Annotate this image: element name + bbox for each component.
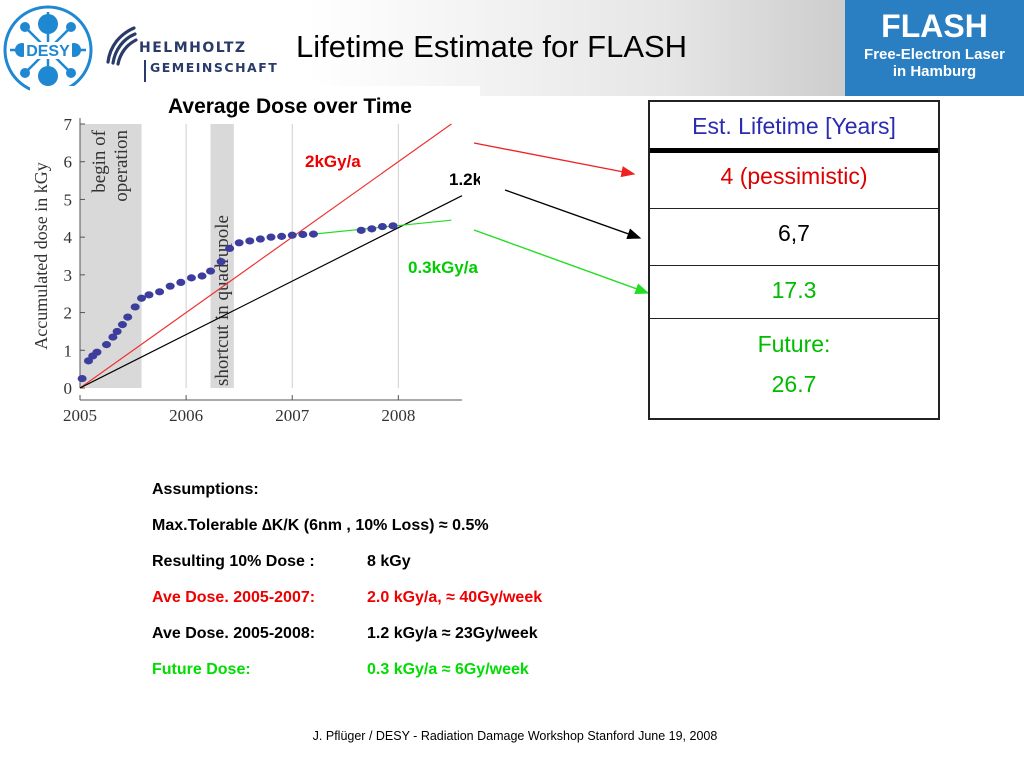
arrow-0-3kgy bbox=[473, 229, 650, 294]
data-point bbox=[298, 230, 308, 239]
table-row-0-3kgy: 17.3 bbox=[771, 277, 817, 303]
data-point bbox=[176, 278, 186, 286]
desy-logo-text: DESY bbox=[26, 43, 70, 60]
dose-chart: begin of operation shortcut in quadrupole 0… bbox=[30, 86, 519, 431]
data-point bbox=[266, 233, 276, 241]
y-axis-label: Accumulated dose in kGy bbox=[31, 162, 51, 349]
y-tick-label: 6 bbox=[64, 153, 73, 172]
flash-badge: FLASH Free-Electron Laser in Hamburg bbox=[845, 0, 1024, 96]
helmholtz-logo: HELMHOLTZ GEMEINSCHAFT bbox=[104, 20, 277, 84]
table-header-divider bbox=[650, 148, 938, 153]
y-tick-label: 0 bbox=[64, 379, 73, 398]
y-tick-label: 3 bbox=[64, 266, 73, 285]
arrow-1-2kgy bbox=[504, 189, 642, 240]
table-row-1-2kgy: 6,7 bbox=[778, 220, 810, 246]
future-value: 26.7 bbox=[771, 371, 817, 397]
data-point bbox=[108, 333, 118, 341]
data-point bbox=[388, 222, 398, 230]
y-tick-label: 4 bbox=[64, 228, 73, 247]
x-tick-label: 2005 bbox=[63, 406, 97, 425]
data-point bbox=[234, 239, 244, 247]
data-point bbox=[206, 267, 216, 275]
trend-label-0-3kgy: 0.3kGy/a bbox=[408, 258, 478, 277]
data-point bbox=[197, 272, 207, 280]
page-title: Lifetime Estimate for FLASH bbox=[296, 29, 688, 64]
flash-title: FLASH bbox=[881, 8, 988, 44]
helmholtz-emblem-icon bbox=[106, 26, 138, 66]
data-point bbox=[356, 226, 366, 234]
flash-subtitle-line2: in Hamburg bbox=[892, 63, 977, 80]
assumptions-title: Assumptions: bbox=[152, 481, 259, 498]
data-point bbox=[92, 348, 102, 356]
x-tick-label: 2006 bbox=[169, 406, 203, 425]
data-point bbox=[102, 341, 112, 349]
data-point bbox=[255, 235, 265, 243]
lifetime-table: Est. Lifetime [Years] 4 (pessimistic) 6,… bbox=[648, 100, 940, 420]
helmholtz-line1: HELMHOLTZ bbox=[139, 40, 247, 56]
chart-heading: Average Dose over Time bbox=[168, 95, 412, 118]
table-divider bbox=[650, 208, 938, 209]
data-point bbox=[245, 237, 255, 245]
x-tick-label: 2008 bbox=[381, 406, 415, 425]
data-point bbox=[144, 291, 154, 299]
data-point bbox=[186, 274, 196, 282]
data-point bbox=[130, 303, 140, 311]
footer-citation: J. Pflüger / DESY - Radiation Damage Wor… bbox=[312, 729, 718, 743]
y-tick-label: 7 bbox=[64, 115, 73, 134]
x-tick-label: 2007 bbox=[275, 406, 310, 425]
data-point bbox=[308, 230, 318, 238]
region-label: operation bbox=[111, 130, 132, 202]
trend-label-2kgy: 2kGy/a bbox=[305, 152, 361, 171]
y-tick-label: 5 bbox=[64, 190, 73, 209]
data-point bbox=[155, 288, 165, 296]
table-divider bbox=[650, 318, 938, 319]
helmholtz-line2: GEMEINSCHAFT bbox=[150, 60, 279, 75]
shaded-region bbox=[210, 124, 234, 388]
future-label: Future: bbox=[757, 331, 831, 357]
assumption-row: Ave Dose. 2005-2007: 2.0 kGy/a, ≈ 40Gy/w… bbox=[152, 589, 542, 607]
assumption-label: Ave Dose. 2005-2008: bbox=[152, 625, 316, 642]
desy-logo: DESY bbox=[2, 4, 94, 101]
data-point bbox=[287, 231, 297, 239]
data-point bbox=[165, 282, 175, 290]
data-point bbox=[225, 244, 235, 253]
trend-line bbox=[79, 195, 463, 389]
assumption-value: 2.0 kGy/a, ≈ 40Gy/week bbox=[367, 589, 543, 606]
y-tick-label: 2 bbox=[64, 304, 73, 323]
y-tick-label: 1 bbox=[64, 341, 73, 360]
assumption-value: 1.2 kGy/a ≈ 23Gy/week bbox=[367, 625, 538, 642]
flash-subtitle-line1: Free-Electron Laser bbox=[864, 46, 1005, 63]
assumption-row: Future Dose: 0.3 kGy/a ≈ 6Gy/week bbox=[152, 661, 529, 679]
data-point bbox=[216, 258, 226, 266]
arrow-2kgy bbox=[473, 142, 636, 178]
data-point bbox=[77, 374, 87, 383]
assumption-label: Future Dose: bbox=[152, 661, 251, 678]
region-label: shortcut in quadrupole bbox=[212, 215, 233, 386]
table-header: Est. Lifetime [Years] bbox=[692, 113, 896, 139]
data-point bbox=[117, 321, 127, 329]
data-point bbox=[123, 313, 133, 321]
table-row-pessimistic: 4 (pessimistic) bbox=[720, 163, 868, 189]
data-point bbox=[137, 294, 147, 302]
assumption-label: Resulting 10% Dose : bbox=[152, 553, 315, 570]
assumption-label: Ave Dose. 2005-2007: bbox=[152, 589, 316, 606]
assumption-row: Ave Dose. 2005-2008: 1.2 kGy/a ≈ 23Gy/we… bbox=[152, 625, 538, 643]
assumption-value: 8 kGy bbox=[367, 553, 411, 570]
data-point bbox=[112, 327, 122, 336]
region-label: begin of bbox=[89, 129, 110, 192]
table-divider bbox=[650, 265, 938, 266]
assumption-row: Resulting 10% Dose : 8 kGy bbox=[152, 553, 411, 571]
helmholtz-bar bbox=[144, 60, 146, 82]
data-point bbox=[277, 232, 287, 240]
table-row-future: Future: 26.7 bbox=[650, 320, 938, 420]
data-point bbox=[367, 225, 377, 233]
max-tolerable-line: Max.Tolerable ∆K/K (6nm , 10% Loss) ≈ 0.… bbox=[152, 517, 489, 534]
data-point bbox=[377, 222, 387, 231]
header-banner: DESY HELMHOLTZ GEMEINSCHAFT Lifetime Est… bbox=[0, 0, 1024, 96]
trend-line bbox=[79, 123, 452, 389]
assumption-value: 0.3 kGy/a ≈ 6Gy/week bbox=[367, 661, 529, 678]
dose-chart-svg: begin of operation shortcut in quadrupole 0… bbox=[30, 86, 519, 426]
